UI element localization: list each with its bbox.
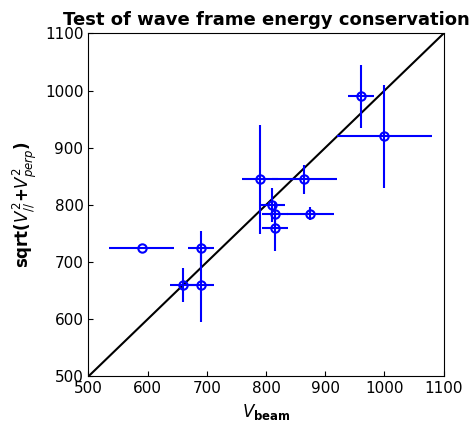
Title: Test of wave frame energy conservation: Test of wave frame energy conservation <box>63 11 469 29</box>
X-axis label: $V_{\mathregular{beam}}$: $V_{\mathregular{beam}}$ <box>242 402 290 422</box>
Y-axis label: sqrt($V_{//}^2$+$V_{perp}^2$): sqrt($V_{//}^2$+$V_{perp}^2$) <box>11 142 39 268</box>
